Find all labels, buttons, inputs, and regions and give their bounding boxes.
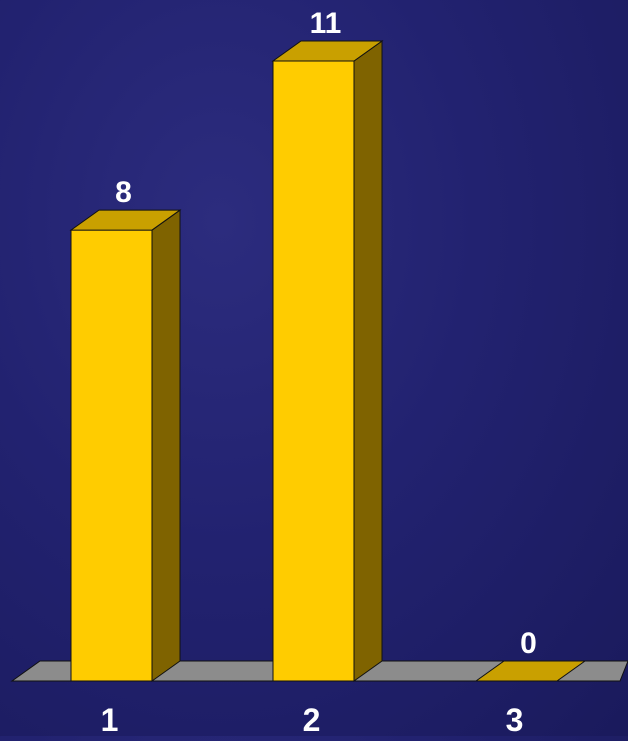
x-tick-label-3: 3	[506, 702, 524, 736]
data-label-3: 0	[520, 627, 537, 660]
bar-top-face	[69, 209, 182, 231]
bar-side-face	[151, 209, 181, 682]
bar-1	[69, 209, 182, 682]
bar-front-face	[272, 60, 355, 682]
x-tick-label-2: 2	[303, 702, 321, 736]
bar-top-face	[474, 660, 587, 682]
x-tick-label-1: 1	[101, 702, 119, 736]
data-label-2: 11	[310, 7, 342, 40]
bar-front-face	[70, 229, 153, 682]
bar-3	[474, 660, 587, 682]
data-label-1: 8	[115, 176, 132, 209]
bar-top-face	[271, 40, 384, 62]
bar-2	[271, 40, 384, 682]
bar-side-face	[353, 40, 383, 682]
bars-group	[69, 40, 587, 682]
